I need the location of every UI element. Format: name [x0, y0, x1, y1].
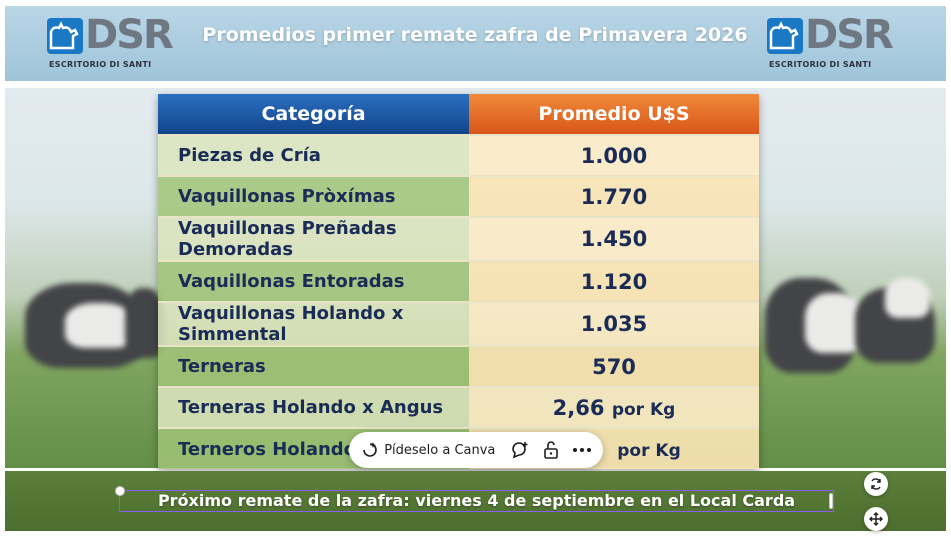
row-category: Terneras [158, 346, 469, 387]
selected-text-box[interactable]: Próximo remate de la zafra: viernes 4 de… [119, 490, 834, 512]
cow-shape [65, 303, 135, 348]
rotate-icon [871, 478, 881, 490]
comment-add-icon[interactable] [509, 439, 530, 461]
row-category: Vaquillonas Entoradas [158, 261, 469, 302]
row-value: 1.120 [469, 261, 759, 302]
ask-canva-button[interactable]: Pídeselo a Canva [384, 442, 496, 458]
header-band[interactable]: DSR ESCRITORIO DI SANTI Promedios primer… [5, 6, 946, 83]
table-row: Vaquillonas Holando x Simmental 1.035 [158, 302, 759, 346]
header-categoria: Categoría [158, 94, 469, 135]
dsr-logo-right: DSR ESCRITORIO DI SANTI [767, 12, 894, 76]
row-unit: por Kg [611, 399, 676, 420]
table-header-row: Categoría Promedio U$S [158, 94, 759, 135]
page-title[interactable]: Promedios primer remate zafra de Primave… [202, 24, 748, 46]
footer-announcement[interactable]: Próximo remate de la zafra: viernes 4 de… [157, 491, 796, 510]
row-value: 1.450 [469, 217, 759, 261]
table-row: Vaquillonas Preñadas Demoradas 1.450 [158, 217, 759, 261]
resize-handle-left[interactable] [115, 486, 125, 496]
cow-logo-icon [767, 18, 803, 54]
row-unit: por Kg [617, 441, 681, 461]
sparkle-icon[interactable] [359, 439, 380, 461]
row-value: 1.000 [469, 135, 759, 176]
table-row: Vaquillonas Pròxímas 1.770 [158, 176, 759, 217]
canva-floating-toolbar: Pídeselo a Canva [349, 432, 603, 468]
prices-table[interactable]: Categoría Promedio U$S Piezas de Cría 1.… [158, 94, 759, 469]
table-row: Terneras 570 [158, 346, 759, 387]
table-row: Terneras Holando x Angus 2,66 por Kg [158, 387, 759, 428]
cow-logo-icon [47, 18, 83, 54]
table-row: Piezas de Cría 1.000 [158, 135, 759, 176]
move-button[interactable] [864, 507, 888, 531]
resize-handle-right[interactable] [829, 493, 833, 509]
row-category: Vaquillonas Preñadas Demoradas [158, 217, 469, 261]
row-value: 2,66 por Kg [469, 387, 759, 428]
dsr-logo-left: DSR ESCRITORIO DI SANTI [47, 12, 174, 76]
move-icon [869, 512, 883, 526]
logo-subtitle: ESCRITORIO DI SANTI [769, 60, 872, 69]
row-category: Vaquillonas Holando x Simmental [158, 302, 469, 346]
cow-shape [885, 278, 930, 318]
row-category: Piezas de Cría [158, 135, 469, 176]
rotate-button[interactable] [864, 472, 888, 496]
logo-letters: DSR [85, 12, 174, 58]
row-value: 570 [469, 346, 759, 387]
row-category: Terneras Holando x Angus [158, 387, 469, 428]
row-value: 1.035 [469, 302, 759, 346]
more-icon[interactable] [572, 439, 593, 461]
table-row: Vaquillonas Entoradas 1.120 [158, 261, 759, 302]
unlock-icon[interactable] [541, 439, 562, 461]
row-value: 1.770 [469, 176, 759, 217]
logo-letters: DSR [805, 12, 894, 58]
header-promedio: Promedio U$S [469, 94, 759, 135]
logo-subtitle: ESCRITORIO DI SANTI [49, 60, 152, 69]
footer-band[interactable] [5, 471, 946, 531]
row-category: Vaquillonas Pròxímas [158, 176, 469, 217]
